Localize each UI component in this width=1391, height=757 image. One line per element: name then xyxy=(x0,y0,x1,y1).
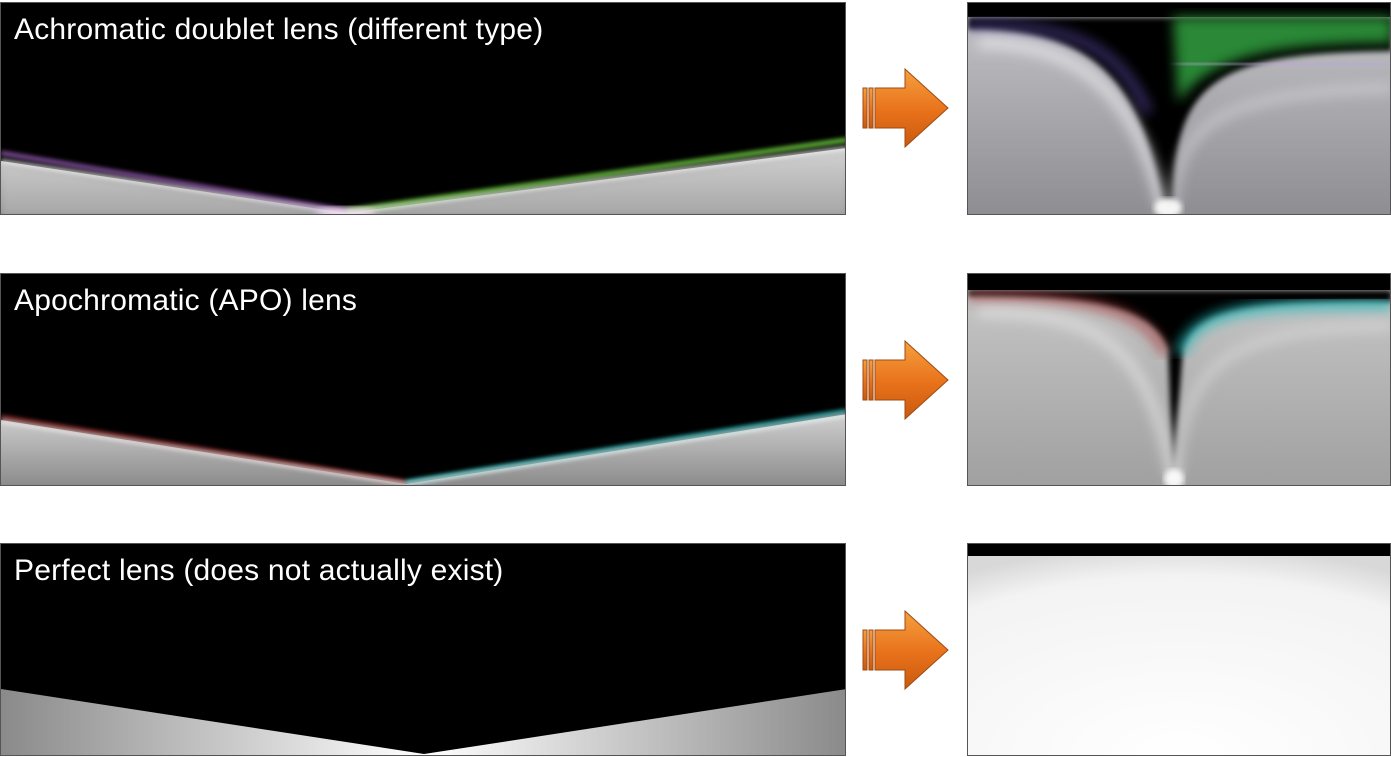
perfect-lens-profile-panel: Perfect lens (does not actually exist) xyxy=(0,543,846,756)
achromatic-doublet-result-image xyxy=(968,3,1390,214)
perfect-lens-result-image xyxy=(968,544,1390,755)
perfect-lens-profile-image xyxy=(1,544,845,755)
lens-caption-apochromatic: Apochromatic (APO) lens xyxy=(14,284,358,317)
perfect-lens-result-panel xyxy=(967,543,1391,756)
apochromatic-profile-image xyxy=(1,274,845,485)
lens-caption-perfect: Perfect lens (does not actually exist) xyxy=(14,554,504,587)
apochromatic-profile-panel: Apochromatic (APO) lens xyxy=(0,273,846,486)
apochromatic-result-image xyxy=(968,274,1390,485)
lens-caption-achromatic: Achromatic doublet lens (different type) xyxy=(14,13,544,46)
achromatic-doublet-profile-image xyxy=(1,3,845,214)
apochromatic-result-panel xyxy=(967,273,1391,486)
arrow-right-icon xyxy=(862,340,949,420)
achromatic-doublet-profile-panel: Achromatic doublet lens (different type) xyxy=(0,2,846,215)
achromatic-doublet-result-panel xyxy=(967,2,1391,215)
arrow-right-icon xyxy=(862,68,949,148)
arrow-right-icon xyxy=(862,610,949,690)
